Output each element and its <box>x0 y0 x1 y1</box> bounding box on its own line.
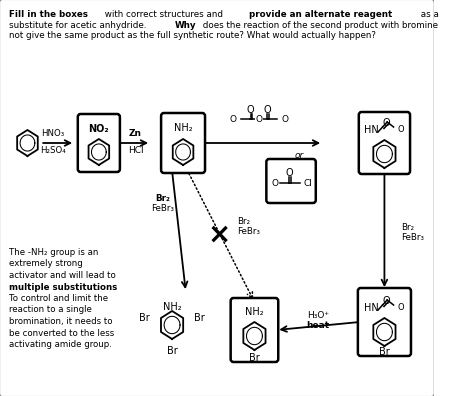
Text: not give the same product as the full synthetic route? What would actually happe: not give the same product as the full sy… <box>9 31 376 40</box>
Text: O: O <box>271 179 278 187</box>
Text: ×: × <box>208 221 231 249</box>
Text: Br: Br <box>139 313 150 323</box>
Text: Zn: Zn <box>129 129 142 139</box>
Text: H₃O⁺: H₃O⁺ <box>307 312 329 320</box>
Text: heat: heat <box>307 322 329 331</box>
Text: O: O <box>247 105 255 115</box>
Text: HCl: HCl <box>128 145 143 154</box>
FancyBboxPatch shape <box>358 288 411 356</box>
Text: O: O <box>233 110 240 120</box>
Text: NO₂: NO₂ <box>89 124 109 134</box>
Text: Fill in the boxes: Fill in the boxes <box>9 10 88 19</box>
Text: O: O <box>397 303 404 312</box>
Bar <box>219 83 311 133</box>
Text: O: O <box>265 103 273 113</box>
Text: O: O <box>229 114 236 124</box>
Text: O: O <box>383 296 390 306</box>
Text: O: O <box>255 114 263 124</box>
Text: Why: Why <box>174 21 196 29</box>
Text: reaction to a single: reaction to a single <box>9 305 92 314</box>
Text: HN: HN <box>364 303 379 313</box>
FancyBboxPatch shape <box>359 112 410 174</box>
Text: The -NH₂ group is an: The -NH₂ group is an <box>9 248 99 257</box>
Text: NH₂: NH₂ <box>163 302 182 312</box>
Text: Br₂: Br₂ <box>155 194 170 202</box>
Text: NH₂: NH₂ <box>245 307 264 317</box>
Text: FeBr₃: FeBr₃ <box>401 232 424 242</box>
Text: substitute for acetic anhydride.: substitute for acetic anhydride. <box>9 21 149 29</box>
Text: To control and limit the: To control and limit the <box>9 294 108 303</box>
Text: as a: as a <box>418 10 438 19</box>
Text: extremely strong: extremely strong <box>9 259 83 268</box>
FancyBboxPatch shape <box>231 298 278 362</box>
Text: O: O <box>225 114 232 124</box>
Text: O: O <box>255 114 263 124</box>
FancyBboxPatch shape <box>266 159 316 203</box>
Text: O: O <box>228 114 235 124</box>
Text: FeBr₃: FeBr₃ <box>237 227 261 236</box>
Text: HN: HN <box>364 125 379 135</box>
Text: O: O <box>397 124 404 133</box>
Text: Br: Br <box>249 353 260 363</box>
Bar <box>219 88 302 128</box>
Text: HNO₃: HNO₃ <box>41 129 65 139</box>
Text: O: O <box>283 114 290 124</box>
Text: O: O <box>282 114 289 124</box>
Text: or: or <box>295 150 304 160</box>
Text: Br₂: Br₂ <box>237 217 251 226</box>
Text: does the reaction of the second product with bromine: does the reaction of the second product … <box>200 21 438 29</box>
Text: .: . <box>95 282 98 291</box>
Text: Br: Br <box>379 347 390 357</box>
Text: multiple substitutions: multiple substitutions <box>9 282 118 291</box>
Text: bromination, it needs to: bromination, it needs to <box>9 317 113 326</box>
Text: O: O <box>286 114 293 124</box>
FancyBboxPatch shape <box>161 113 205 173</box>
Text: activating amide group.: activating amide group. <box>9 340 112 349</box>
Text: FeBr₃: FeBr₃ <box>151 204 174 213</box>
FancyBboxPatch shape <box>0 0 435 396</box>
Text: NH₂: NH₂ <box>174 123 192 133</box>
Text: be converted to the less: be converted to the less <box>9 329 114 337</box>
Text: H₂SO₄: H₂SO₄ <box>40 145 66 154</box>
Text: O: O <box>383 118 390 128</box>
FancyBboxPatch shape <box>78 114 120 172</box>
Text: O: O <box>285 168 293 178</box>
Text: O: O <box>245 103 253 113</box>
Text: provide an alternate reagent: provide an alternate reagent <box>248 10 392 19</box>
Text: activator and will lead to: activator and will lead to <box>9 271 116 280</box>
Text: Cl: Cl <box>304 179 313 187</box>
Text: O: O <box>278 110 285 120</box>
Text: Br₂: Br₂ <box>401 223 414 232</box>
Text: O: O <box>264 105 271 115</box>
Text: Br: Br <box>167 346 177 356</box>
Text: Br: Br <box>194 313 205 323</box>
Text: with correct structures and: with correct structures and <box>102 10 226 19</box>
